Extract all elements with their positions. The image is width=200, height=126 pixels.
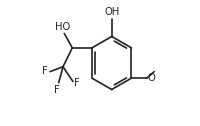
Text: OH: OH [104,7,119,17]
Text: O: O [147,73,155,83]
Text: F: F [74,78,80,88]
Text: F: F [54,85,60,95]
Text: HO: HO [55,22,70,32]
Text: F: F [42,66,48,76]
